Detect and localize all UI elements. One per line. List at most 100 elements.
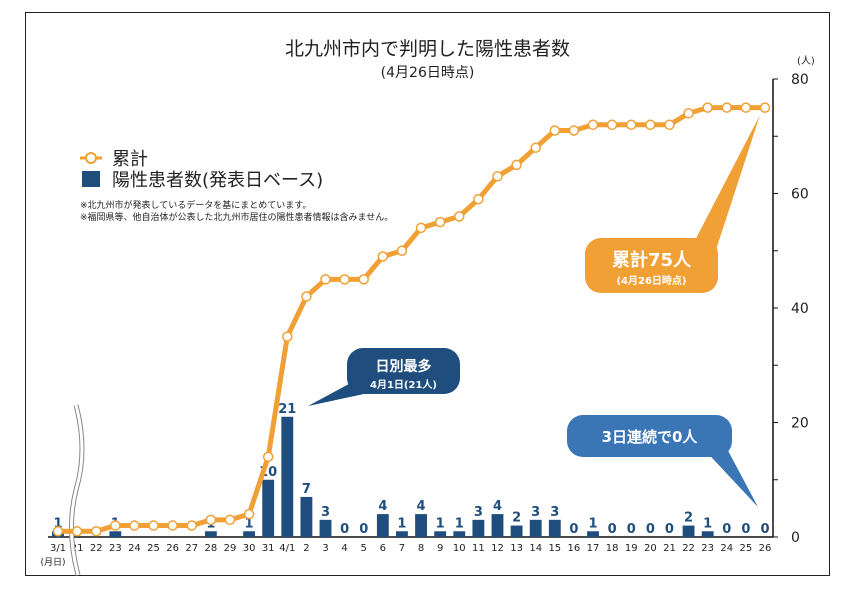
x-tick-label: 21 (71, 543, 84, 554)
y-tick-label: 20 (791, 416, 809, 432)
cumulative-point (224, 514, 236, 526)
cumulative-line (58, 105, 765, 534)
bar (510, 525, 523, 537)
legend-daily: 陽性患者数(発表日ベース) (80, 166, 323, 192)
x-tick-label: 26 (759, 543, 772, 554)
bar (682, 525, 695, 537)
bar-value-label: 21 (278, 402, 296, 417)
legend-label-cumulative: 累計 (112, 149, 148, 170)
cumulative-point (148, 520, 159, 531)
x-tick-label: 18 (606, 543, 619, 554)
x-tick-label: 19 (625, 543, 638, 554)
cumulative-point (377, 251, 389, 262)
x-tick-label: 12 (491, 543, 504, 554)
cumulative-point (568, 125, 580, 136)
x-tick-label: 3 (322, 543, 328, 554)
bar-value-label: 0 (760, 522, 769, 537)
bar (701, 531, 714, 537)
bar-value-label: 3 (531, 505, 540, 520)
bar-value-label: 7 (302, 482, 311, 497)
axis-break-gap (70, 404, 84, 576)
x-tick-label: 23 (109, 543, 122, 554)
bar-value-label: 4 (493, 499, 502, 514)
cumulative-point (473, 193, 484, 205)
x-tick-label: 29 (224, 543, 237, 554)
cumulative-point (282, 331, 293, 342)
bar-value-label: 4 (417, 499, 426, 514)
legend-cumulative: 累計 (80, 145, 148, 171)
bar (243, 531, 256, 537)
x-tick-label: 2 (303, 543, 309, 554)
bar (415, 514, 427, 537)
cumulative-point (511, 159, 522, 171)
chart-frame (25, 12, 830, 576)
cumulative-point (262, 451, 274, 463)
bar-value-label: 1 (455, 516, 464, 531)
x-tick-label: 25 (147, 543, 160, 554)
x-tick-label: 17 (587, 543, 600, 554)
x-tick-label: 11 (472, 543, 485, 554)
bar-value-label: 0 (569, 522, 578, 537)
cumulative-point (530, 142, 541, 153)
cumulative-point (587, 119, 599, 131)
x-tick-label: 27 (185, 543, 198, 554)
bar-value-label: 0 (741, 522, 750, 537)
x-tick-label: 31 (262, 543, 275, 554)
bar-value-label: 0 (359, 522, 368, 537)
callout-total: 累計75人 (4月26日時点) (585, 238, 718, 293)
chart-title: 北九州市内で判明した陽性患者数 (284, 38, 570, 60)
x-tick-label: 22 (90, 543, 103, 554)
x-tick-label: 3/1 (50, 543, 66, 554)
x-tick-label: 4/1 (279, 543, 295, 554)
bar (548, 519, 561, 537)
x-axis-unit-label: (月日) (40, 557, 65, 568)
bar (472, 519, 485, 537)
cumulative-point (625, 119, 637, 131)
bar-value-label: 3 (550, 505, 559, 520)
cumulative-point (492, 171, 503, 182)
x-tick-label: 6 (380, 543, 386, 554)
x-tick-label: 10 (453, 543, 466, 554)
callout-max: 日別最多 4月1日(21人) (347, 348, 460, 394)
cumulative-point (339, 274, 350, 285)
bar (300, 496, 313, 537)
bar-value-label: 1 (397, 516, 406, 531)
callout-total-sub: (4月26日時点) (616, 276, 687, 287)
callout-max-title: 日別最多 (375, 359, 432, 375)
cumulative-point (721, 102, 733, 113)
cumulative-point (301, 291, 312, 302)
bar-value-label: 1 (245, 516, 254, 531)
bar-value-label: 0 (646, 522, 655, 537)
cumulative-point (415, 222, 427, 234)
cumulative-point (702, 102, 713, 113)
x-tick-label: 26 (166, 543, 179, 554)
x-tick-label: 30 (243, 543, 256, 554)
bar (109, 531, 122, 537)
x-tick-label: 21 (663, 543, 676, 554)
cumulative-point (759, 102, 771, 113)
x-tick-label: 25 (740, 543, 753, 554)
bar (262, 479, 275, 537)
x-tick-label: 13 (510, 543, 523, 554)
cumulative-point (396, 245, 408, 256)
bar-value-label: 4 (378, 499, 387, 514)
cumulative-point (664, 119, 675, 131)
bar-value-label: 1 (53, 516, 62, 531)
cumulative-point (52, 526, 64, 537)
bar-value-label: 0 (722, 522, 731, 537)
x-tick-label: 5 (361, 543, 367, 554)
cumulative-point (645, 119, 656, 131)
cumulative-point (186, 520, 198, 531)
x-tick-label: 22 (682, 543, 695, 554)
bar (529, 519, 542, 537)
x-tick-label: 23 (701, 543, 714, 554)
bar-value-label: 1 (436, 516, 445, 531)
cumulative-point (71, 526, 83, 537)
x-tick-label: 7 (399, 543, 405, 554)
bar-value-label: 3 (474, 505, 483, 520)
bar (453, 531, 466, 537)
bar-value-label: 2 (512, 511, 521, 526)
x-tick-label: 14 (529, 543, 542, 554)
y-tick-label: 40 (791, 301, 809, 317)
bar (434, 531, 447, 537)
